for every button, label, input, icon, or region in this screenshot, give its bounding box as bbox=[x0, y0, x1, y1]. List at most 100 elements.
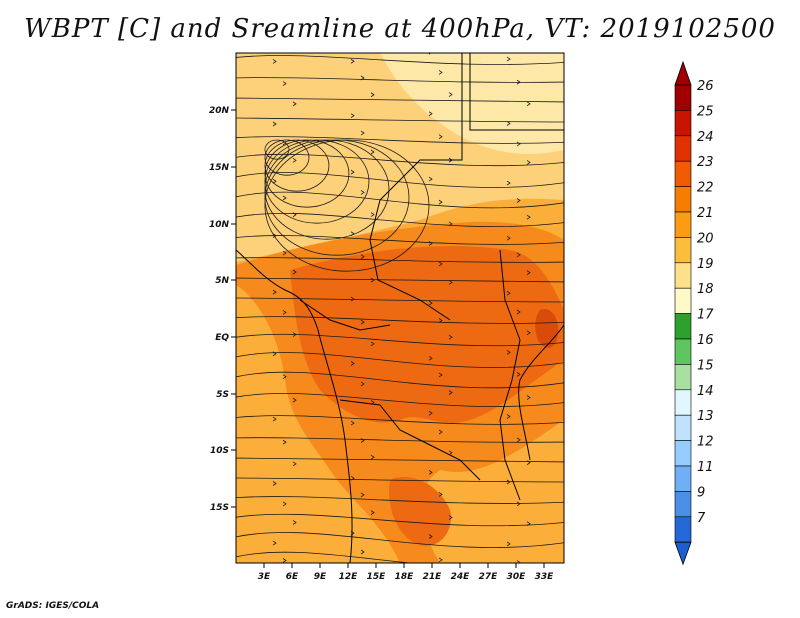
lat-tick-label: 5S bbox=[216, 390, 229, 400]
streamline-arrow bbox=[506, 121, 511, 126]
colorbar-label: 7 bbox=[697, 511, 706, 526]
streamline-arrow bbox=[526, 101, 531, 107]
colorbar-label: 13 bbox=[697, 409, 714, 424]
latitude-axis: 20N 15N 10N 5N EQ 5S 10S 15S bbox=[209, 106, 236, 513]
streamline bbox=[264, 139, 370, 224]
streamline bbox=[264, 139, 430, 272]
streamline bbox=[236, 212, 564, 228]
streamline bbox=[236, 77, 564, 83]
streamline bbox=[236, 55, 564, 65]
streamline-arrow bbox=[448, 390, 453, 395]
lon-tick-label: 15E bbox=[367, 572, 387, 582]
streamline-arrow bbox=[516, 141, 521, 147]
streamline-arrow bbox=[526, 270, 531, 275]
streamline bbox=[236, 496, 564, 504]
streamline-arrow bbox=[428, 410, 433, 416]
streamline-arrow bbox=[370, 92, 375, 98]
colorbar-swatch bbox=[674, 135, 692, 162]
streamline-arrow bbox=[448, 450, 453, 456]
streamline-arrow bbox=[448, 280, 453, 285]
streamline-arrow bbox=[292, 269, 297, 275]
lat-tick-label: EQ bbox=[215, 333, 229, 343]
colorbar-swatch bbox=[674, 313, 692, 340]
streamline-arrow bbox=[438, 70, 443, 75]
streamline-arrow bbox=[526, 160, 531, 165]
colorbar-label: 14 bbox=[697, 384, 714, 399]
border-line bbox=[469, 53, 564, 131]
lat-tick-label: 5N bbox=[215, 276, 229, 286]
streamline-arrow bbox=[350, 475, 355, 481]
colorbar-label: 22 bbox=[697, 181, 714, 196]
lat-tick-label: 15N bbox=[209, 163, 230, 173]
streamline-arrow bbox=[360, 492, 365, 498]
streamline-arrow bbox=[292, 101, 297, 107]
colorbar-label: 11 bbox=[697, 460, 714, 475]
streamline-arrow bbox=[448, 515, 453, 520]
streamline-arrow bbox=[350, 361, 355, 366]
streamline-arrow bbox=[360, 75, 365, 81]
colorbar-swatch bbox=[674, 516, 692, 543]
streamline-arrow bbox=[370, 212, 375, 217]
streamline-arrow bbox=[370, 454, 375, 460]
colorbar-swatch bbox=[674, 237, 692, 264]
streamline-arrow bbox=[282, 558, 287, 563]
streamline-arrow bbox=[516, 252, 521, 258]
streamline bbox=[236, 371, 564, 389]
colorbar-swatch bbox=[674, 414, 692, 441]
streamline-arrow bbox=[370, 510, 375, 515]
colorbar-label: 19 bbox=[697, 257, 714, 272]
colorbar-label: 26 bbox=[697, 79, 714, 94]
streamline-arrow bbox=[448, 92, 453, 97]
chart-title: WBPT [C] and Sreamline at 400hPa, VT: 20… bbox=[24, 14, 776, 44]
colorbar-top-arrow bbox=[674, 60, 692, 86]
streamline bbox=[236, 117, 564, 123]
colorbar-swatch bbox=[674, 160, 692, 187]
streamline-arrow bbox=[292, 397, 297, 403]
streamline bbox=[236, 235, 564, 245]
streamline-arrow bbox=[526, 330, 531, 336]
colorbar-swatch bbox=[674, 287, 692, 314]
lat-tick-label: 15S bbox=[210, 503, 229, 513]
colorbar-swatch bbox=[674, 186, 692, 213]
border-line bbox=[379, 53, 463, 201]
lon-tick-label: 24E bbox=[451, 572, 471, 582]
streamline bbox=[236, 257, 564, 263]
streamline-arrow bbox=[272, 233, 277, 238]
streamline-arrow bbox=[428, 470, 433, 475]
streamline-arrow bbox=[350, 113, 355, 118]
streamline-arrow bbox=[428, 111, 433, 117]
lon-tick-label: 33E bbox=[535, 572, 555, 582]
streamline-arrow bbox=[282, 374, 287, 380]
streamline-arrow bbox=[516, 501, 521, 507]
streamline-arrow bbox=[282, 81, 287, 86]
streamline-arrow bbox=[526, 214, 531, 220]
streamline bbox=[236, 457, 564, 463]
streamline-arrow bbox=[360, 190, 365, 195]
colorbar-bottom-arrow bbox=[674, 541, 692, 566]
streamline bbox=[236, 333, 564, 347]
lon-tick-label: 12E bbox=[339, 572, 359, 582]
streamline-arrow bbox=[292, 461, 297, 467]
streamline bbox=[236, 551, 564, 563]
streamline bbox=[236, 437, 564, 443]
colorbar-label: 9 bbox=[697, 485, 705, 500]
streamline-arrow bbox=[438, 134, 443, 140]
streamline-arrow bbox=[438, 557, 443, 563]
streamline-arrow bbox=[516, 372, 521, 377]
lon-tick-label: 30E bbox=[507, 572, 527, 582]
border-line bbox=[518, 324, 564, 461]
streamline-arrow bbox=[272, 289, 277, 295]
streamline-arrow bbox=[350, 169, 355, 175]
streamline-arrow bbox=[506, 479, 511, 485]
streamline-arrow bbox=[272, 540, 277, 546]
streamline-arrow bbox=[506, 290, 511, 296]
streamline bbox=[236, 532, 564, 548]
colorbar-swatch bbox=[674, 84, 692, 111]
colorbar-swatch bbox=[674, 440, 692, 467]
streamline-arrow bbox=[282, 250, 287, 256]
streamline-arrow bbox=[350, 420, 355, 426]
border-line bbox=[369, 199, 451, 321]
colorbar-label: 25 bbox=[697, 104, 714, 119]
lon-tick-label: 9E bbox=[314, 572, 327, 582]
